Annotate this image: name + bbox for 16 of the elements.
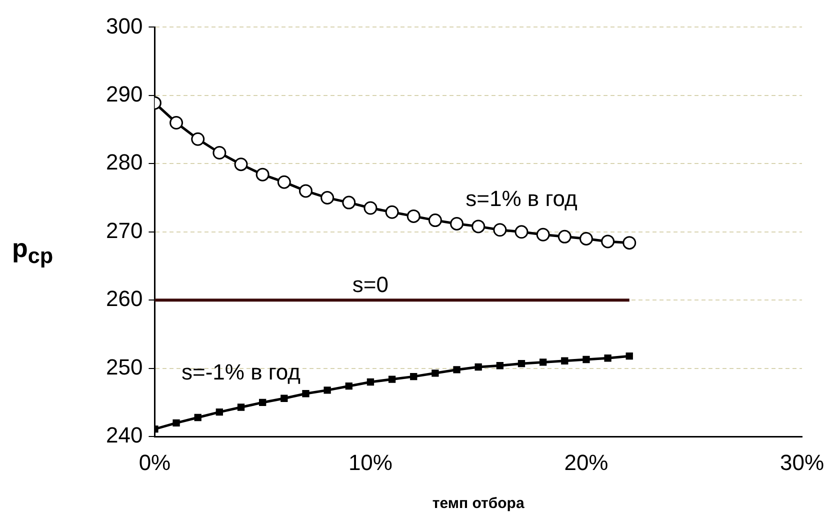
y-tick-label: 270 [106,218,143,243]
y-tick-label: 300 [106,13,143,38]
x-tick-label: 10% [348,450,392,475]
x-tick-label: 0% [138,450,171,475]
y-tick-label: 240 [106,422,143,448]
x-tick-label: 30% [780,450,824,475]
y-tick-label: 290 [106,81,143,106]
y-tick-label: 280 [106,150,143,175]
x-axis-title: темп отбора [432,495,525,512]
series-label: s=0 [352,272,389,298]
y-tick-label: 260 [106,286,143,312]
series-label: s=1% в год [466,186,578,211]
legend-label: s=-1% в год [182,359,301,384]
y-axis-title: p$_{ср}$ [12,233,54,270]
x-tick-label: 20% [564,450,608,475]
y-tick-label: 250 [106,354,143,380]
